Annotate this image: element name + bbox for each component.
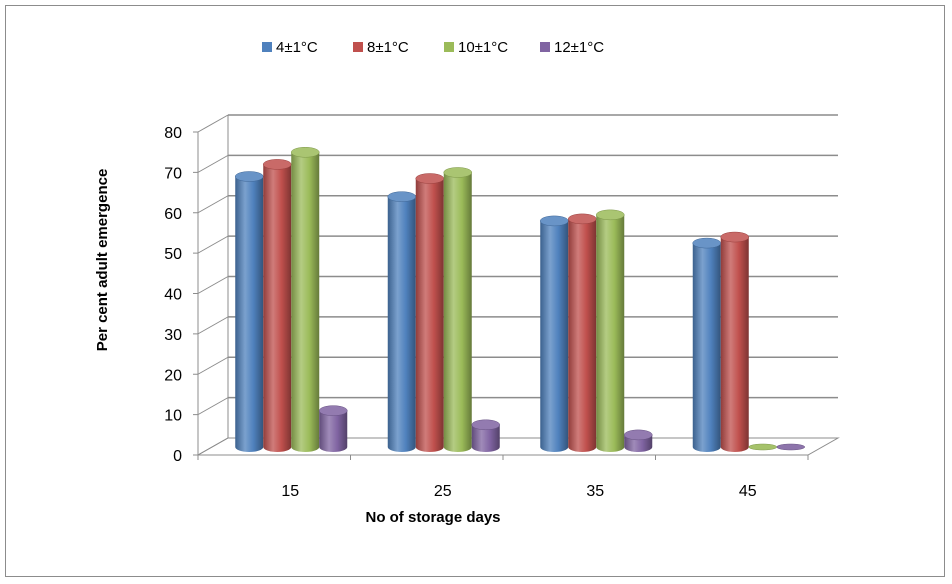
- bar: [471, 419, 500, 452]
- legend-swatch: [262, 42, 272, 52]
- x-tick-label: 25: [434, 483, 452, 500]
- chart-frame: [5, 5, 945, 577]
- legend-label: 12±1°C: [554, 39, 604, 56]
- gridline: [197, 194, 838, 214]
- x-tick-labels: 15 25 35 45: [281, 483, 756, 500]
- x-tick-label: 15: [281, 483, 299, 500]
- x-tick-label: 45: [739, 483, 757, 500]
- bar: [540, 215, 569, 452]
- y-tick-label: 30: [164, 327, 182, 344]
- y-tick-label: 60: [164, 206, 182, 223]
- y-tick-label: 20: [164, 367, 182, 384]
- legend-item: 4±1°C: [262, 39, 318, 56]
- legend: 4±1°C 8±1°C 10±1°C 12±1°C: [262, 39, 604, 56]
- bar: [692, 237, 721, 452]
- bar: [235, 171, 264, 453]
- y-tick-label: 0: [173, 448, 182, 465]
- bar: [415, 173, 444, 452]
- bar: [748, 443, 777, 451]
- bar: [624, 429, 653, 452]
- bar: [387, 191, 416, 452]
- gridline: [197, 154, 838, 173]
- legend-item: 10±1°C: [444, 39, 508, 56]
- bar: [568, 213, 597, 452]
- bar: [720, 231, 749, 452]
- y-axis-title: Per cent adult emergence: [94, 169, 111, 352]
- y-tick-label: 80: [164, 125, 182, 142]
- bar: [776, 443, 805, 451]
- y-tick-label: 40: [164, 287, 182, 304]
- legend-swatch: [540, 42, 550, 52]
- bar: [263, 159, 292, 452]
- bar: [291, 147, 320, 452]
- bar: [319, 405, 348, 452]
- y-tick-label: 70: [164, 165, 182, 182]
- y-tick-labels: 0 10 20 30 40 50 60 70 80: [164, 125, 182, 465]
- bar: [443, 167, 472, 452]
- legend-item: 12±1°C: [540, 39, 604, 56]
- gridline: [197, 114, 838, 133]
- legend-label: 10±1°C: [458, 39, 508, 56]
- x-axis-title: No of storage days: [365, 509, 500, 526]
- axes: [193, 131, 809, 460]
- legend-swatch: [353, 42, 363, 52]
- legend-swatch: [444, 42, 454, 52]
- bars: [235, 147, 805, 453]
- legend-label: 8±1°C: [367, 39, 409, 56]
- y-tick-label: 10: [164, 408, 182, 425]
- legend-label: 4±1°C: [276, 39, 318, 56]
- y-tick-label: 50: [164, 246, 182, 263]
- legend-item: 8±1°C: [353, 39, 409, 56]
- x-tick-label: 35: [586, 483, 604, 500]
- bar: [596, 209, 625, 452]
